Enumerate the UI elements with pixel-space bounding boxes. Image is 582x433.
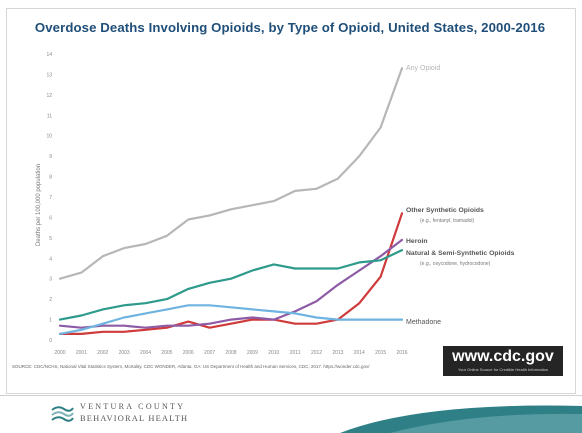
slide-title: Overdose Deaths Involving Opioids, by Ty… — [34, 20, 546, 35]
y-axis-label: Deaths per 100,000 population — [36, 164, 42, 246]
x-tick-label: 2010 — [268, 350, 279, 356]
footer-bar: VENTURA COUNTY BEHAVIORAL HEALTH — [0, 395, 582, 433]
x-tick-label: 2007 — [204, 350, 215, 356]
y-tick-label: 10 — [46, 134, 52, 140]
x-tick-label: 2008 — [225, 350, 236, 356]
series-line-natural-semi-synthetic-opioids — [58, 249, 404, 321]
y-tick-label: 4 — [49, 256, 52, 262]
y-tick-label: 7 — [49, 195, 52, 201]
x-tick-label: 2014 — [354, 350, 365, 356]
y-tick-label: 8 — [49, 175, 52, 181]
x-tick-label: 2011 — [290, 350, 301, 356]
y-tick-label: 6 — [49, 215, 52, 221]
slide-frame — [6, 8, 576, 394]
series-label: Natural & Semi-Synthetic Opioids — [406, 250, 515, 257]
series-sublabel: (e.g., oxycodone, hydrocodone) — [420, 261, 491, 267]
series-label: Methadone — [406, 319, 441, 326]
y-tick-label: 13 — [46, 72, 52, 78]
wave-logo-icon — [51, 406, 74, 422]
y-tick-label: 11 — [47, 113, 52, 119]
series-line-methadone — [58, 304, 404, 335]
series-label: Other Synthetic Opioids — [406, 207, 484, 214]
cdc-tagline: Your Online Source for Credible Health I… — [457, 367, 549, 372]
series-line-heroin — [58, 238, 404, 329]
y-tick-label: 2 — [49, 297, 52, 303]
x-tick-label: 2004 — [140, 350, 151, 356]
y-tick-label: 12 — [46, 93, 52, 99]
org-name-line1: VENTURA COUNTY — [80, 402, 186, 411]
series-line-any-opioid — [58, 67, 404, 280]
series-line-other-synthetic-opioids — [58, 212, 404, 335]
y-tick-label: 0 — [49, 338, 52, 344]
series-sublabel: (e.g., fentanyl, tramadol) — [420, 218, 475, 224]
x-tick-label: 2012 — [311, 350, 322, 356]
cdc-logo[interactable]: www.cdc.gov Your Online Source for Credi… — [443, 346, 563, 376]
footer-swoosh — [340, 405, 582, 433]
source-note: SOURCE: CDC/NCHS, National Vital Statist… — [12, 364, 370, 369]
x-tick-label: 2005 — [161, 350, 172, 356]
x-tick-label: 2009 — [247, 350, 258, 356]
x-tick-label: 2016 — [396, 350, 407, 356]
org-name-line2: BEHAVIORAL HEALTH — [80, 414, 189, 423]
y-tick-label: 9 — [49, 154, 52, 160]
x-tick-label: 2002 — [97, 350, 108, 356]
x-tick-label: 2013 — [332, 350, 343, 356]
y-tick-label: 5 — [49, 236, 52, 242]
x-tick-label: 2001 — [76, 350, 87, 356]
series-label: Any Opioid — [406, 65, 440, 72]
x-tick-label: 2006 — [183, 350, 194, 356]
x-tick-label: 2015 — [375, 350, 386, 356]
cdc-url-link[interactable]: www.cdc.gov — [452, 348, 554, 365]
y-tick-label: 1 — [49, 318, 52, 324]
y-tick-label: 3 — [49, 277, 52, 283]
x-tick-label: 2000 — [54, 350, 65, 356]
x-tick-label: 2003 — [119, 350, 130, 356]
series-label: Heroin — [406, 238, 428, 245]
y-tick-label: 14 — [46, 52, 52, 58]
